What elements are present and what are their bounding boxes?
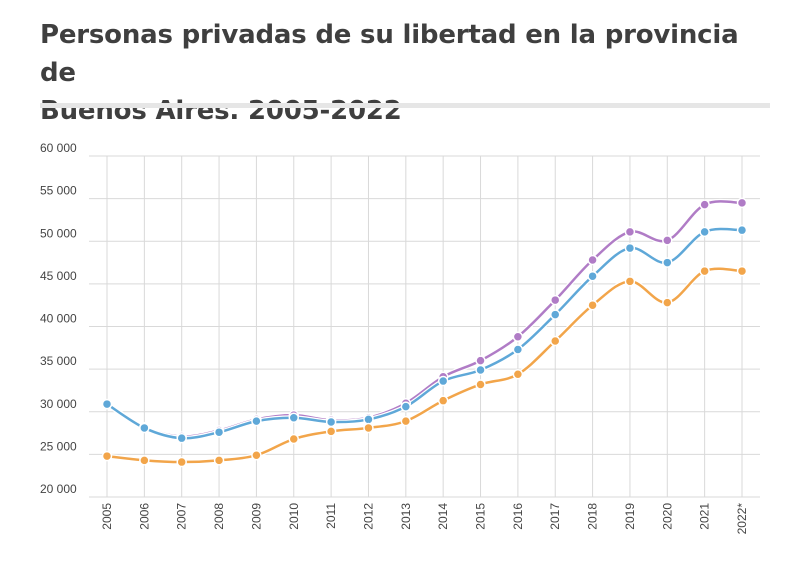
data-point-series-3	[101, 450, 113, 462]
y-tick-label: 35 000	[40, 354, 77, 368]
data-point-series-2	[587, 270, 598, 282]
x-tick-label: 2016	[511, 503, 525, 530]
x-tick-label: 2015	[474, 503, 488, 530]
data-point-series-1	[699, 199, 710, 210]
chart-title-line2: Buenos Aires. 2005-2022	[40, 96, 402, 126]
x-tick-label: 2014	[436, 503, 450, 530]
data-point-series-3	[213, 455, 225, 466]
data-point-series-1	[475, 355, 486, 366]
x-tick-label: 2009	[249, 503, 263, 530]
y-tick-label: 30 000	[40, 397, 77, 411]
y-tick-label: 45 000	[40, 269, 77, 283]
data-point-series-2	[363, 414, 374, 425]
x-tick-label: 2007	[175, 503, 189, 530]
data-point-series-3	[699, 265, 710, 277]
data-point-series-1	[736, 197, 748, 209]
title-divider	[40, 103, 770, 108]
data-point-series-3	[139, 455, 150, 466]
data-point-series-2	[400, 401, 412, 412]
data-point-series-3	[512, 368, 524, 380]
data-point-series-3	[736, 265, 748, 277]
data-point-series-1	[587, 254, 598, 266]
x-tick-label: 2019	[623, 503, 637, 530]
data-point-series-3	[288, 433, 300, 445]
x-tick-label: 2018	[586, 503, 600, 530]
data-point-series-2	[699, 226, 710, 238]
y-tick-label: 60 000	[40, 141, 77, 155]
data-point-series-3	[549, 335, 561, 347]
x-tick-label: 2005	[100, 503, 114, 530]
data-point-series-2	[325, 416, 337, 428]
data-point-series-3	[475, 379, 486, 390]
series-lines	[105, 198, 743, 465]
data-point-series-2	[437, 375, 449, 387]
data-point-series-1	[624, 226, 636, 238]
x-tick-label: 2011	[324, 503, 338, 529]
chart-title-line1: Personas privadas de su libertad en la p…	[40, 20, 739, 88]
y-tick-label: 55 000	[40, 184, 77, 198]
data-point-series-3	[251, 449, 262, 461]
data-point-series-2	[736, 224, 748, 236]
data-point-series-2	[549, 309, 561, 320]
data-point-series-2	[475, 364, 486, 376]
y-axis-ticks: 20 000 25 000 30 000 35 000 40 000 45 000 50 0…	[40, 141, 77, 496]
x-tick-label: 2013	[399, 503, 413, 530]
data-point-series-2	[176, 432, 187, 444]
x-tick-label: 2021	[698, 503, 712, 530]
data-point-series-2	[512, 344, 524, 355]
chart-grid	[89, 155, 760, 498]
x-tick-label: 2012	[361, 503, 375, 530]
series-line-1	[106, 200, 743, 438]
x-tick-label: 2006	[137, 503, 151, 530]
data-point-series-1	[512, 331, 524, 342]
x-tick-label: 2022*	[735, 503, 749, 535]
series-line-halo	[105, 226, 743, 441]
chart-title: Personas privadas de su libertad en la p…	[40, 16, 780, 130]
data-point-series-3	[363, 422, 374, 434]
data-point-series-3	[437, 395, 449, 406]
data-point-series-2	[624, 242, 636, 254]
series-points	[101, 197, 748, 468]
data-point-series-3	[400, 415, 412, 427]
x-tick-label: 2020	[660, 503, 674, 530]
y-tick-label: 20 000	[40, 482, 77, 496]
data-point-series-2	[213, 426, 225, 438]
data-point-series-2	[101, 398, 113, 410]
y-tick-label: 40 000	[40, 312, 77, 326]
series-line-2	[106, 227, 743, 440]
data-point-series-2	[251, 415, 262, 427]
data-point-series-1	[549, 294, 561, 306]
x-tick-label: 2017	[548, 503, 562, 530]
data-point-series-2	[139, 422, 150, 434]
data-point-series-3	[587, 299, 598, 311]
data-point-series-2	[288, 412, 300, 423]
data-point-series-3	[662, 297, 673, 308]
data-point-series-3	[624, 276, 636, 287]
data-point-series-3	[325, 426, 337, 437]
y-tick-label: 50 000	[40, 226, 77, 240]
y-tick-label: 25 000	[40, 439, 77, 453]
x-axis-ticks: 2005 2006 2007 2008 2009 2010 2011 2012 2013 2014…	[100, 503, 749, 535]
x-tick-label: 2008	[212, 503, 226, 530]
data-point-series-3	[176, 456, 187, 468]
x-tick-label: 2010	[287, 503, 301, 530]
data-point-series-1	[662, 235, 673, 246]
data-point-series-2	[662, 257, 673, 268]
